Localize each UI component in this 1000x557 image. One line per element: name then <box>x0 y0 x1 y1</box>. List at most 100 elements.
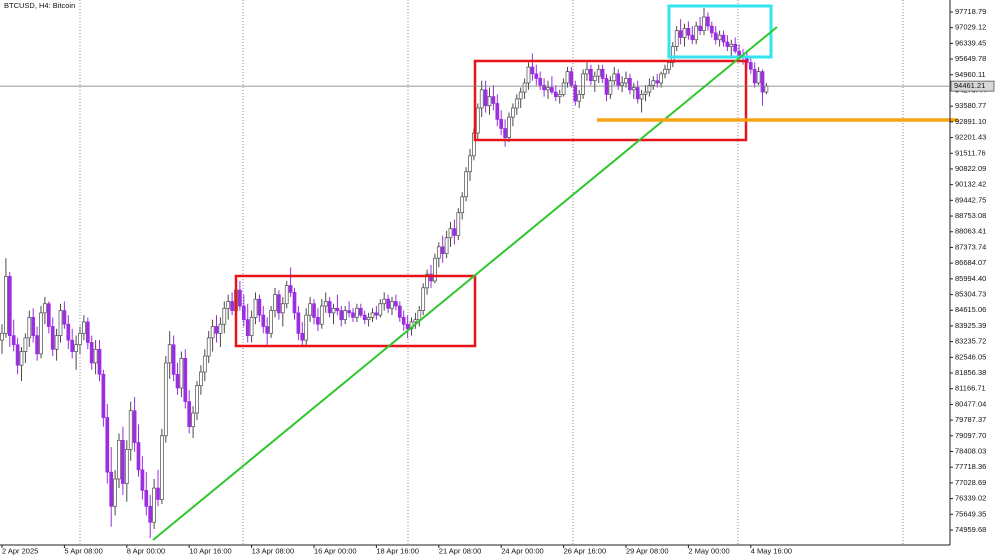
candle-body <box>156 487 160 500</box>
candle-body <box>386 298 390 309</box>
x-tick-label: 16 Apr 00:00 <box>314 546 357 555</box>
y-tick-label: 88063.41 <box>955 227 986 236</box>
y-tick-label: 94960.11 <box>955 70 986 79</box>
candle-body <box>140 469 145 491</box>
candle-body <box>647 84 652 93</box>
candle-body <box>663 68 667 75</box>
candle-body <box>667 62 671 70</box>
candle-body <box>218 323 223 334</box>
x-tick-label: 18 Apr 16:00 <box>376 546 419 555</box>
candle-body <box>678 30 683 38</box>
x-tick-label: 4 May 16:00 <box>751 546 792 555</box>
y-tick-label: 93580.77 <box>955 101 986 110</box>
candle-body <box>171 344 176 375</box>
candle-body <box>66 323 71 341</box>
candle-body <box>163 362 168 437</box>
candle-body <box>241 305 246 321</box>
x-tick-label: 24 Apr 00:00 <box>501 546 544 555</box>
candle-body <box>109 471 114 507</box>
candle-body <box>300 332 305 341</box>
x-tick-label: 29 Apr 08:00 <box>626 546 669 555</box>
y-tick-label: 84615.06 <box>955 305 986 314</box>
candle-body <box>440 246 445 255</box>
candle-body <box>11 335 16 346</box>
candle-body <box>655 80 660 84</box>
candle-body <box>296 312 301 334</box>
y-tick-label: 90132.42 <box>955 180 986 189</box>
candle-body <box>355 307 359 318</box>
candle-body <box>436 246 441 259</box>
chart-title: BTCUSD, H4: Bitcoin <box>4 1 75 10</box>
candle-body <box>362 314 367 321</box>
candle-body <box>82 321 86 334</box>
x-tick-label: 10 Apr 16:00 <box>189 546 232 555</box>
candle-body <box>167 344 172 364</box>
y-tick-label: 79787.37 <box>955 415 986 424</box>
candle-body <box>191 412 195 428</box>
candle-body <box>222 307 227 325</box>
candle-body <box>526 66 531 84</box>
candle-body <box>674 30 679 47</box>
candle-body <box>89 342 94 364</box>
candle-body <box>257 298 262 316</box>
candle-body <box>530 66 535 75</box>
candle-body <box>643 91 648 95</box>
candle-body <box>277 294 281 314</box>
candle-body <box>433 257 437 282</box>
y-tick-label: 92891.10 <box>955 117 986 126</box>
candle-body <box>717 34 722 41</box>
candle-body <box>553 91 558 97</box>
candle-body <box>452 228 457 236</box>
candle-body <box>70 339 75 352</box>
candle-body <box>589 68 593 82</box>
candle-body <box>121 439 125 484</box>
candle-body <box>585 68 589 75</box>
candle-body <box>464 171 468 198</box>
candle-body <box>425 273 429 289</box>
candle-body <box>550 87 554 93</box>
y-tick-label: 97718.79 <box>955 7 986 16</box>
candle-body <box>592 75 597 82</box>
candles <box>0 7 769 539</box>
candle-body <box>214 326 219 334</box>
candle-body <box>686 28 691 36</box>
candle-body <box>85 321 90 343</box>
candle-body <box>413 319 418 323</box>
candle-body <box>4 276 8 334</box>
candle-body <box>721 34 726 43</box>
candle-body <box>230 301 234 311</box>
candle-body <box>370 312 375 318</box>
y-tick-label: 83925.39 <box>955 321 986 330</box>
candle-body <box>507 116 511 138</box>
x-tick-label: 5 Apr 08:00 <box>64 546 102 555</box>
candle-body <box>752 68 757 84</box>
candle-body <box>616 73 621 86</box>
y-tick-label: 87373.74 <box>955 242 986 251</box>
candle-body <box>0 332 4 341</box>
candle-body <box>514 98 519 109</box>
candle-body <box>709 25 714 34</box>
candle-body <box>144 490 149 507</box>
candle-body <box>628 78 632 91</box>
y-tick-label: 90822.09 <box>955 164 986 173</box>
candle-body <box>101 373 106 418</box>
y-tick-label: 77028.69 <box>955 478 986 487</box>
candle-body <box>756 71 761 84</box>
candle-body <box>132 410 137 443</box>
candle-body <box>31 317 36 336</box>
candle-body <box>261 314 266 327</box>
candle-body <box>19 351 24 366</box>
y-tick-label: 81166.71 <box>955 384 986 393</box>
candle-body <box>136 442 141 471</box>
candle-body <box>46 303 51 327</box>
candle-body <box>253 298 258 318</box>
candle-body <box>15 344 20 366</box>
candle-body <box>152 487 156 523</box>
candle-body <box>347 310 351 314</box>
candle-body <box>265 326 270 334</box>
candle-body <box>327 301 332 314</box>
candle-body <box>764 85 769 93</box>
